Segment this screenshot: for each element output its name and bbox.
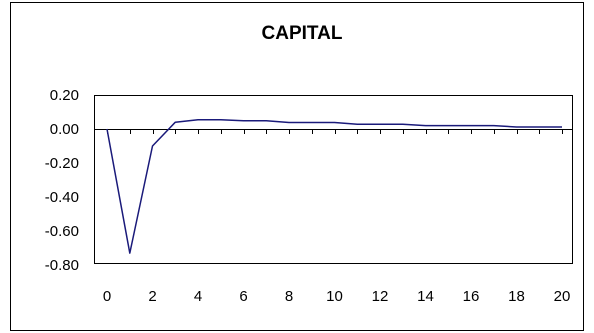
- chart-title: CAPITAL: [262, 23, 343, 44]
- x-tick-label: 8: [285, 288, 293, 305]
- y-tick-label: 0.00: [50, 121, 79, 138]
- plot-area: [94, 95, 573, 264]
- chart-frame: [10, 2, 584, 331]
- y-tick-label: -0.20: [45, 155, 79, 172]
- x-tick-label: 4: [194, 288, 202, 305]
- y-axis: 0.20 0.00 -0.20 -0.40 -0.60 -0.80: [45, 87, 79, 274]
- x-tick-label: 6: [239, 288, 247, 305]
- series-line: [106, 118, 562, 254]
- x-tick-label: 12: [372, 288, 389, 305]
- x-tick-label: 14: [417, 288, 434, 305]
- y-tick-label: -0.60: [45, 223, 79, 240]
- y-tick-label: -0.80: [45, 257, 79, 274]
- x-tick-label: 0: [103, 288, 111, 305]
- y-tick-label: -0.40: [45, 189, 79, 206]
- x-tick-label: 20: [554, 288, 571, 305]
- x-tick-label: 10: [326, 288, 343, 305]
- x-tick-label: 2: [148, 288, 156, 305]
- x-tick-label: 18: [508, 288, 525, 305]
- series-layer: [106, 118, 562, 254]
- x-tick-label: 16: [463, 288, 480, 305]
- y-tick-label: 0.20: [50, 87, 79, 104]
